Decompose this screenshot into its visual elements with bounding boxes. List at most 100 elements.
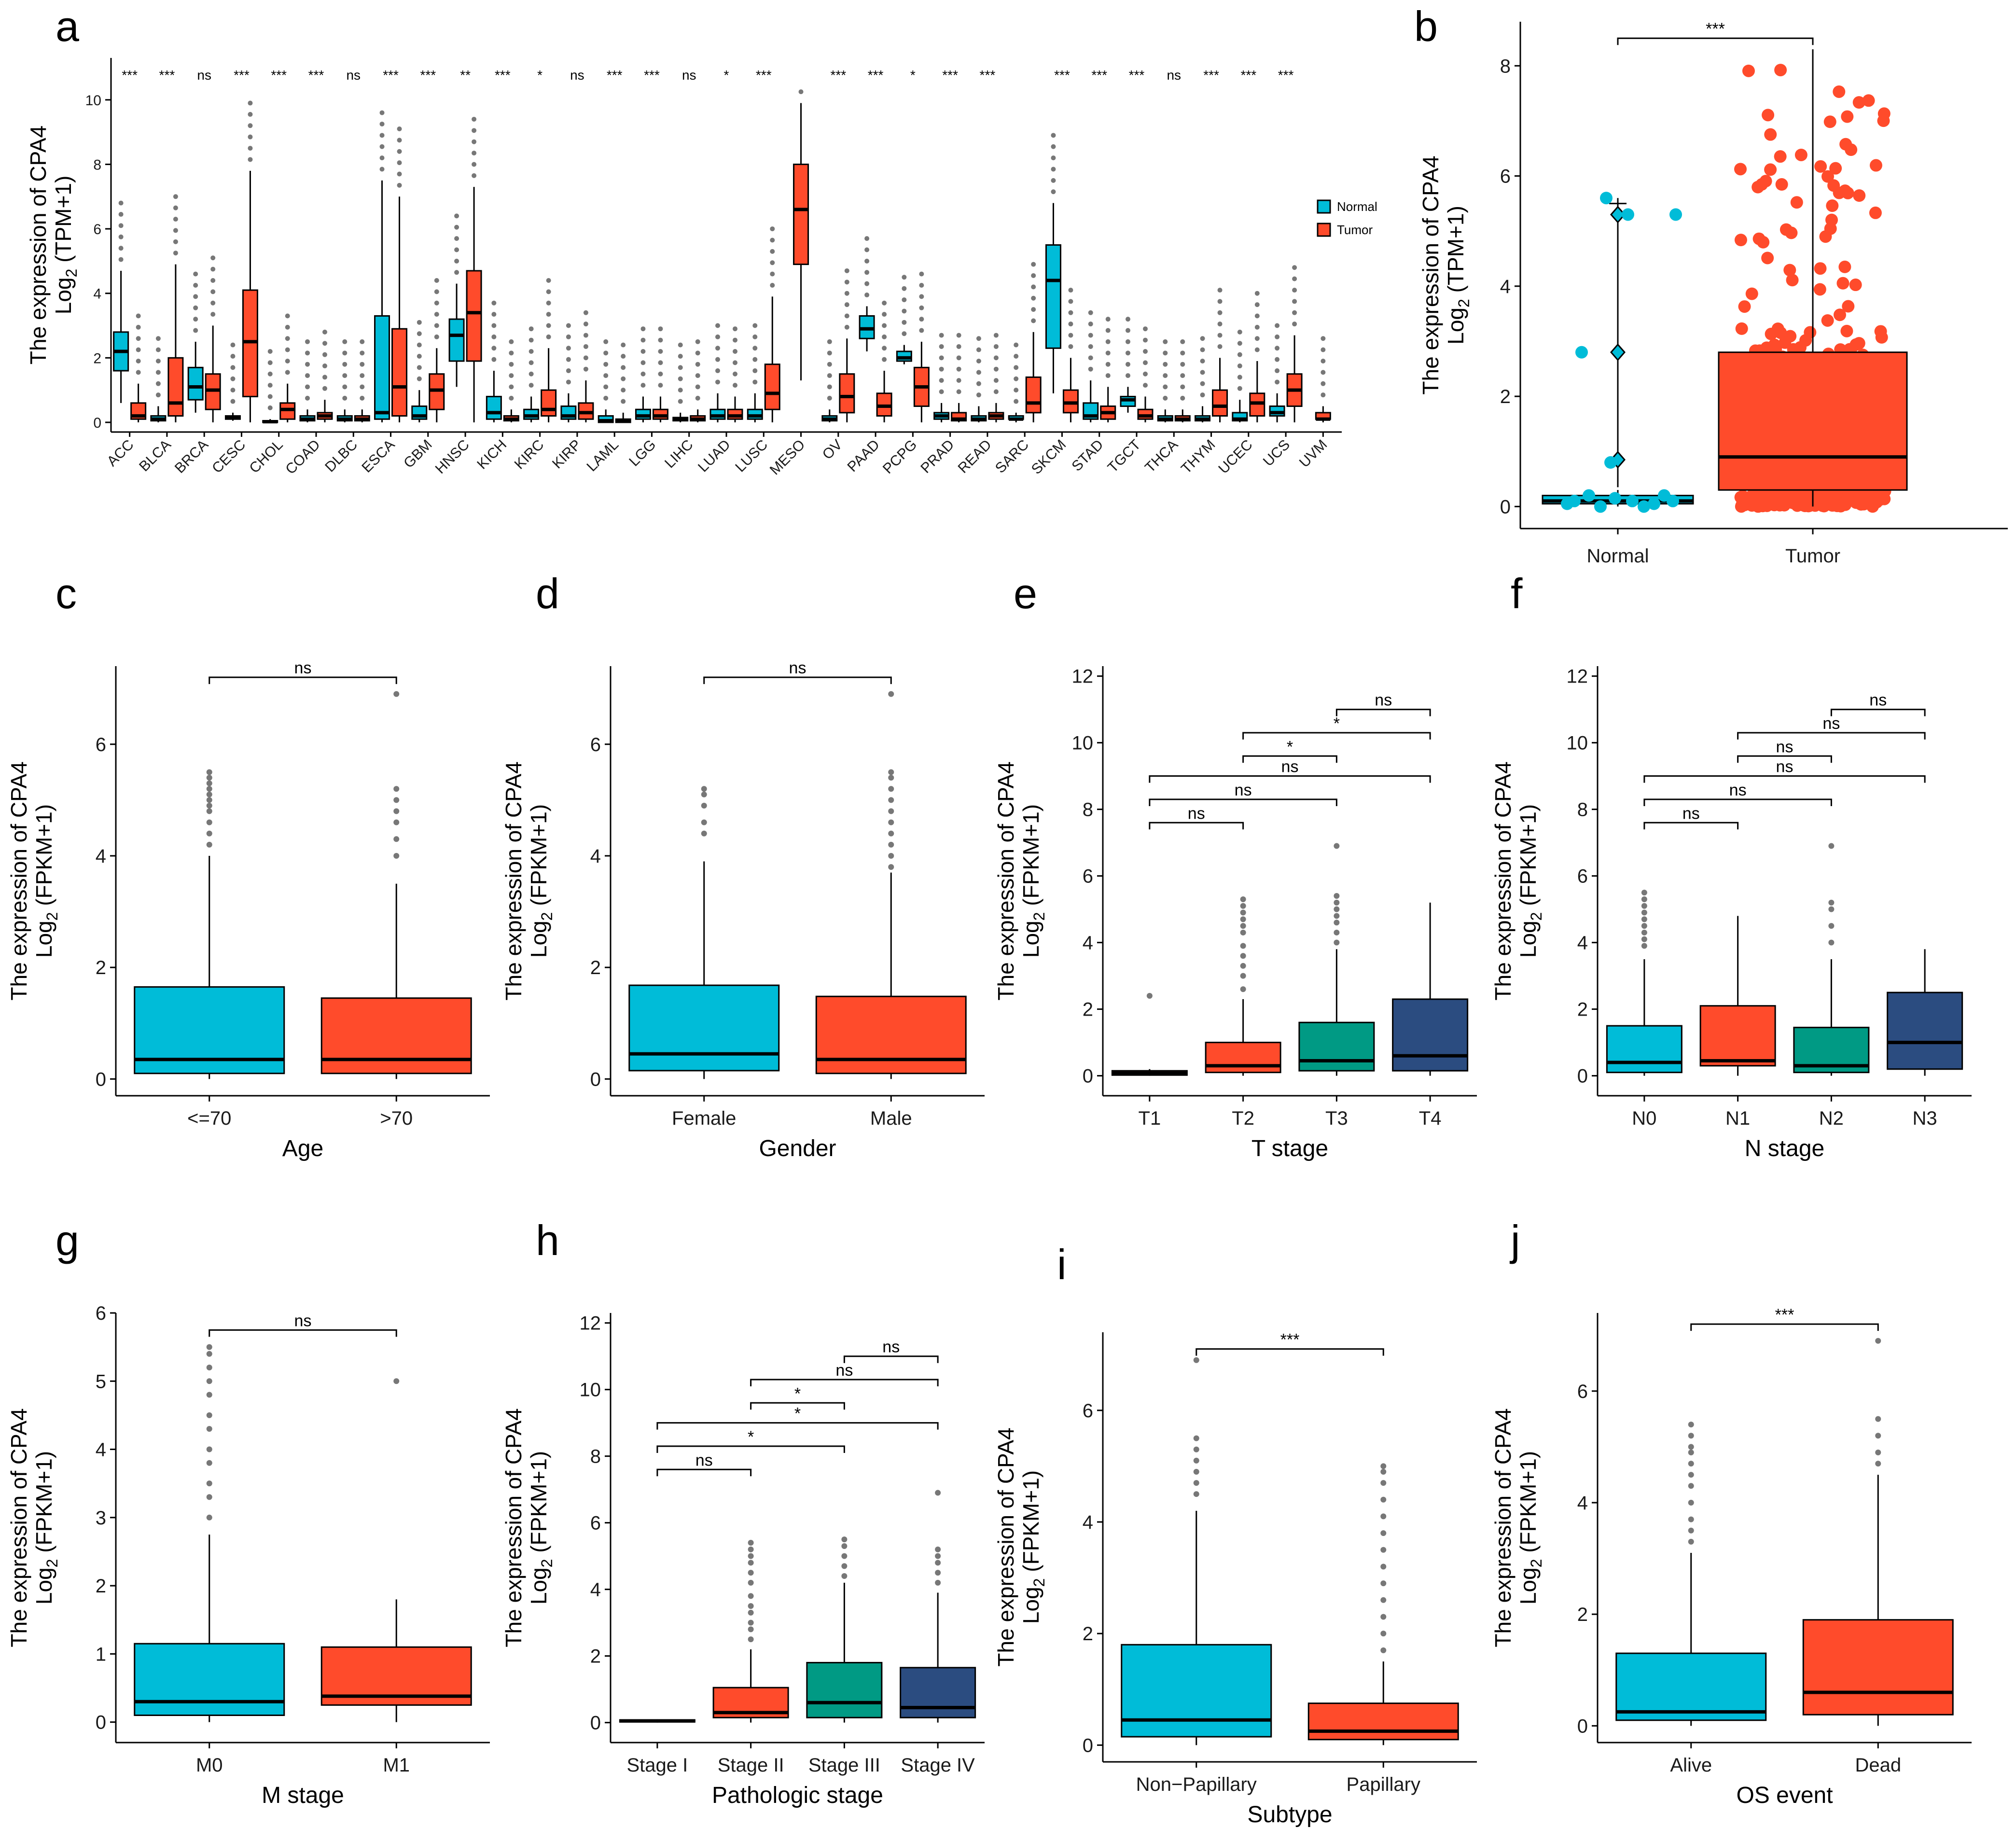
significance-label: ns [882, 1338, 900, 1356]
outlier-point [640, 337, 646, 343]
outlier-point [136, 347, 141, 352]
outlier-point [770, 249, 775, 254]
outlier-point [1163, 350, 1168, 356]
jitter-point [1742, 64, 1755, 77]
significance-label: * [748, 1428, 754, 1446]
x-tick-label: COAD [282, 437, 323, 478]
outlier-point [1240, 953, 1246, 959]
outlier-point [935, 1570, 941, 1576]
outlier-point [528, 337, 534, 343]
outlier-point [1105, 317, 1111, 322]
x-axis-title: OS event [1736, 1783, 1833, 1808]
outlier-point [841, 1573, 848, 1579]
x-tick-label: KIRP [549, 437, 584, 472]
outlier-point [210, 266, 216, 272]
outlier-point [695, 362, 700, 367]
outlier-point [173, 239, 178, 244]
outlier-point [902, 308, 907, 314]
jitter-point [1783, 264, 1796, 277]
outlier-point [1105, 339, 1111, 344]
outlier-point [976, 347, 981, 352]
jitter-point [1771, 322, 1784, 335]
outlier-point [715, 346, 720, 351]
outlier-point [417, 331, 422, 336]
jitter-point [1734, 234, 1747, 247]
x-tick-label: Papillary [1347, 1774, 1420, 1795]
outlier-point [1688, 1461, 1694, 1467]
outlier-point [1200, 347, 1205, 352]
box [320, 997, 472, 1074]
x-tick-label: N1 [1725, 1108, 1750, 1129]
box [1025, 376, 1042, 414]
outlier-point [136, 336, 141, 341]
outlier-point [491, 312, 497, 317]
outlier-point [1068, 299, 1073, 304]
x-tick-label: PAAD [845, 437, 883, 475]
panel-letter: e [1014, 570, 1037, 617]
outlier-point [472, 151, 477, 156]
outlier-point [976, 392, 981, 398]
box [1205, 1042, 1281, 1074]
y-tick-label: 6 [1577, 1381, 1588, 1402]
outlier-point [1240, 896, 1246, 902]
outlier-point [173, 205, 178, 210]
outlier-point [888, 852, 894, 859]
outlier-point [888, 786, 894, 792]
significance-label: *** [607, 68, 623, 83]
outlier-point [1688, 1444, 1694, 1450]
outlier-point [206, 830, 212, 837]
outlier-point [1163, 384, 1168, 390]
outlier-point [342, 350, 348, 356]
jitter-point [1852, 96, 1865, 109]
jitter-point [1622, 208, 1634, 221]
jitter-point [1762, 109, 1775, 122]
outlier-point [1321, 381, 1326, 386]
x-tick-label: UCEC [1215, 437, 1255, 477]
outlier-point [393, 786, 400, 792]
x-tick-label: Tumor [1785, 545, 1840, 567]
outlier-point [546, 334, 551, 339]
significance-label: *** [644, 68, 660, 83]
outlier-point [1380, 1468, 1387, 1475]
y-tick-label: 8 [590, 1446, 601, 1467]
y-tick-label: 10 [85, 93, 101, 109]
jitter-point [1738, 495, 1752, 508]
outlier-point [1200, 359, 1205, 364]
x-tick-label: HNSC [432, 437, 473, 477]
outlier-point [206, 1365, 212, 1371]
significance-label: ns [835, 1361, 853, 1380]
outlier-point [1875, 1449, 1881, 1455]
outlier-point [1321, 370, 1326, 375]
y-tick-label: 12 [580, 1313, 601, 1334]
comparison-bracket [1643, 775, 1926, 783]
outlier-point [1237, 375, 1242, 380]
outlier-point [1641, 936, 1647, 942]
outlier-point [1105, 362, 1111, 367]
outlier-point [173, 217, 178, 222]
outlier-point [695, 373, 700, 378]
outlier-point [393, 852, 400, 859]
outlier-point [397, 182, 402, 188]
outlier-point [993, 333, 999, 338]
outlier-point [827, 339, 832, 344]
outlier-point [1105, 350, 1111, 356]
significance-label: *** [383, 68, 399, 83]
y-tick-label: 0 [1577, 1066, 1588, 1087]
box [1298, 1021, 1375, 1072]
outlier-point [935, 1560, 941, 1566]
y-tick-label: 6 [1083, 866, 1093, 887]
outlier-point [528, 349, 534, 354]
x-tick-label: Stage III [808, 1755, 880, 1776]
significance-label: * [910, 68, 916, 83]
outlier-point [1193, 1446, 1199, 1452]
jitter-point [1775, 488, 1788, 501]
outlier-point [1163, 395, 1168, 401]
jitter-point [1849, 279, 1862, 292]
outlier-point [935, 1546, 941, 1552]
y-tick-label: 0 [96, 1712, 106, 1733]
outlier-point [305, 373, 310, 378]
outlier-point [1143, 371, 1148, 377]
outlier-point [583, 333, 588, 338]
jitter-point [1784, 330, 1797, 343]
outlier-point [1875, 1433, 1881, 1439]
